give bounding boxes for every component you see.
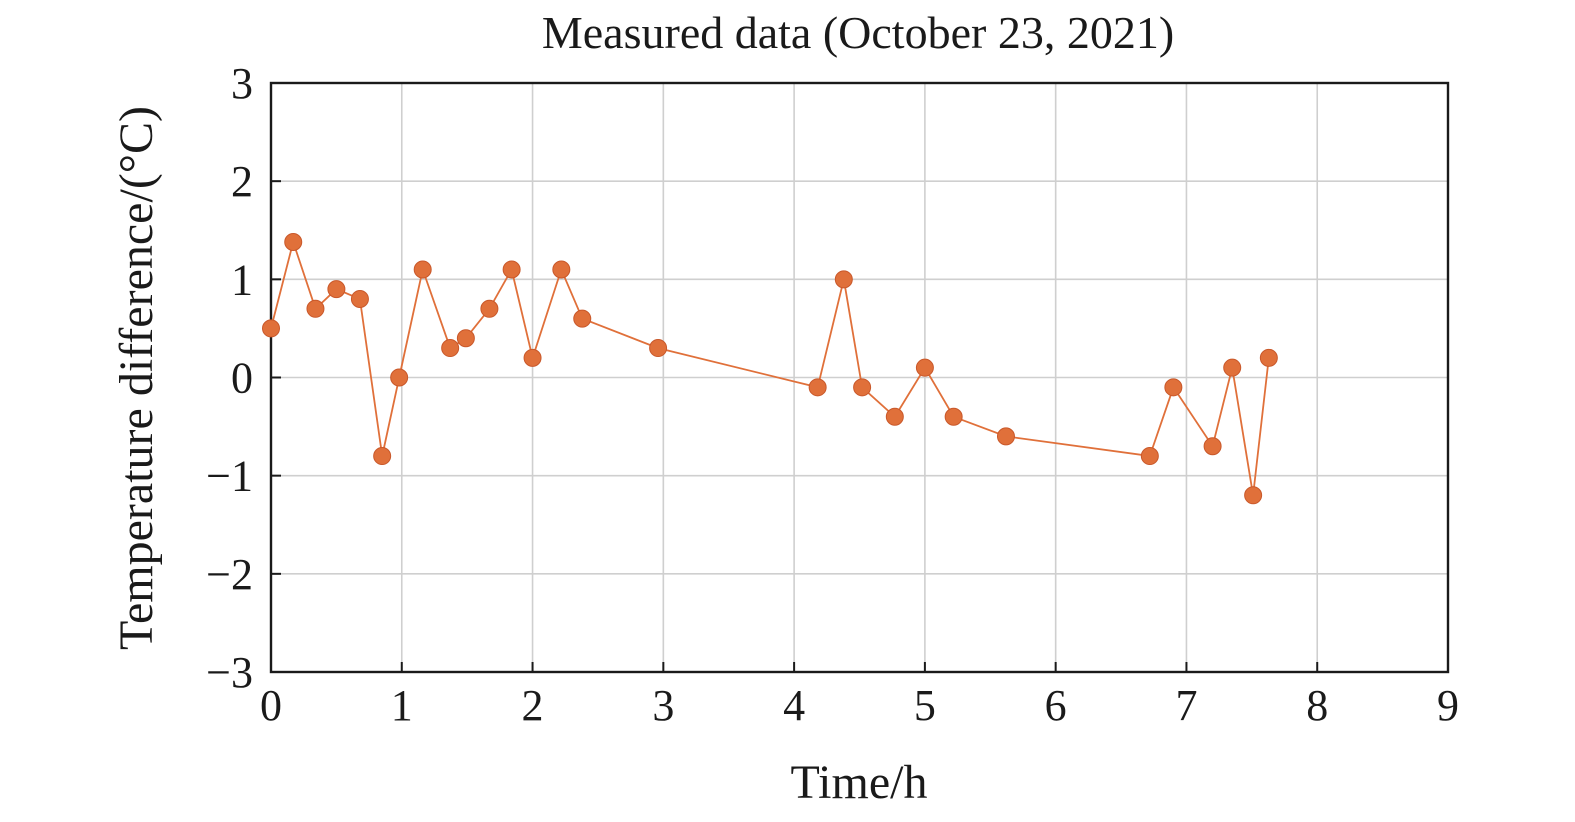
data-point: [944, 407, 963, 426]
data-point: [350, 289, 369, 308]
data-point: [853, 378, 872, 397]
x-axis-tick-labels: 0 1 2 3 4 5 6 7 8 9: [260, 681, 1459, 730]
data-point: [456, 329, 475, 348]
data-point: [502, 260, 521, 279]
data-point: [1259, 348, 1278, 367]
y-tick-label: 3: [231, 59, 253, 108]
y-axis-label: Temperature difference/(°C): [110, 106, 163, 650]
x-tick-label: 1: [391, 681, 413, 730]
data-point: [573, 309, 592, 328]
data-point: [306, 299, 325, 318]
y-tick-label: −1: [206, 452, 253, 501]
data-point: [996, 427, 1015, 446]
data-point: [413, 260, 432, 279]
data-point: [834, 270, 853, 289]
data-point: [523, 348, 542, 367]
series: [262, 233, 1278, 505]
y-tick-label: 1: [231, 255, 253, 304]
data-point: [284, 233, 303, 252]
y-tick-label: 0: [231, 354, 253, 403]
data-point: [1244, 486, 1263, 505]
x-tick-label: 7: [1175, 681, 1197, 730]
data-point: [915, 358, 934, 377]
grid: [271, 83, 1448, 672]
data-point: [373, 447, 392, 466]
data-point: [552, 260, 571, 279]
chart-title: Measured data (October 23, 2021): [542, 7, 1174, 58]
data-point: [390, 368, 409, 387]
y-tick-label: 2: [231, 157, 253, 206]
data-point: [885, 407, 904, 426]
data-point: [649, 339, 668, 358]
x-tick-label: 3: [652, 681, 674, 730]
x-tick-label: 8: [1306, 681, 1328, 730]
x-tick-label: 6: [1045, 681, 1067, 730]
x-axis-label: Time/h: [791, 756, 928, 809]
x-tick-label: 2: [522, 681, 544, 730]
x-tick-label: 9: [1437, 681, 1459, 730]
x-tick-label: 5: [914, 681, 936, 730]
y-tick-label: −2: [206, 550, 253, 599]
data-point: [262, 319, 280, 338]
x-tick-label: 4: [783, 681, 805, 730]
y-tick-label: −3: [206, 648, 253, 697]
y-axis-tick-labels: 3 2 1 0 −1 −2 −3: [206, 59, 253, 697]
x-tick-label: 0: [260, 681, 282, 730]
data-point: [1223, 358, 1242, 377]
data-point: [480, 299, 499, 318]
data-point: [808, 378, 827, 397]
data-point: [441, 339, 460, 358]
axis-ticks: [270, 82, 1449, 673]
data-point: [1164, 378, 1183, 397]
data-point: [1203, 437, 1222, 456]
data-point: [327, 280, 346, 299]
data-point: [1140, 447, 1159, 466]
